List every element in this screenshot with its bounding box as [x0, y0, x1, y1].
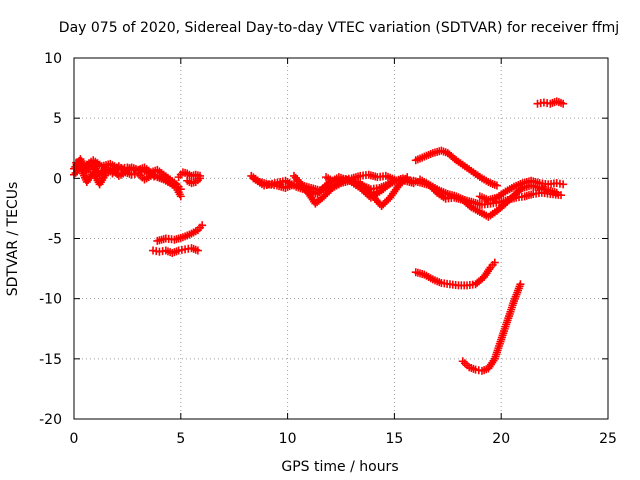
y-tick-label: -20: [39, 412, 62, 428]
data-point-marker: [315, 188, 324, 197]
x-tick-label: 25: [599, 431, 617, 447]
data-point-marker: [318, 184, 327, 193]
series-band-late-3: [475, 176, 568, 204]
data-point-marker: [490, 258, 499, 267]
data-point-marker: [552, 188, 561, 197]
x-tick-label: 0: [70, 431, 79, 447]
x-axis-label: GPS time / hours: [281, 459, 398, 475]
data-point-marker: [166, 177, 175, 186]
data-point-marker: [313, 189, 322, 198]
series-band-mid-4: [322, 170, 399, 186]
data-point-marker: [320, 182, 329, 191]
x-tick-label: 15: [385, 431, 403, 447]
series-arc-upper: [411, 146, 501, 190]
series-curve-minus9: [411, 258, 499, 290]
data-point-marker: [198, 221, 207, 230]
series-curve-minus16: [458, 280, 525, 375]
data-point-marker: [183, 176, 192, 185]
x-tick-label: 20: [492, 431, 510, 447]
y-tick-label: 10: [44, 51, 62, 67]
data-point-marker: [401, 174, 410, 183]
series-band-early-3: [72, 156, 175, 186]
axis-ticks: 0 5 10 15 20 25 -20 -15 -10 -5 0 5 10: [39, 51, 617, 447]
data-point-marker: [557, 191, 566, 200]
series-band-late-2: [416, 175, 561, 221]
y-tick-label: 5: [53, 111, 62, 127]
data-point-marker: [317, 186, 326, 195]
y-tick-label: -10: [39, 292, 62, 308]
y-tick-label: -15: [39, 352, 62, 368]
series-segment-minus5: [153, 221, 207, 245]
y-tick-label: -5: [48, 232, 62, 248]
x-tick-label: 5: [176, 431, 185, 447]
data-point-marker: [559, 180, 568, 189]
x-tick-label: 10: [279, 431, 297, 447]
chart-title: Day 075 of 2020, Sidereal Day-to-day VTE…: [59, 20, 619, 36]
data-markers: [70, 97, 568, 375]
y-axis-label: SDTVAR / TECUs: [5, 182, 21, 297]
data-point-marker: [176, 192, 185, 201]
series-segment-5-6h: [174, 168, 205, 188]
data-point-marker: [193, 246, 202, 255]
data-point-marker: [516, 280, 525, 289]
data-point-marker: [390, 175, 399, 184]
data-point-marker: [403, 173, 412, 182]
data-point-marker: [559, 99, 568, 108]
y-tick-label: 0: [53, 171, 62, 187]
series-segment-upper-right: [533, 97, 568, 108]
data-point-marker: [492, 181, 501, 190]
series-segment-minus6: [149, 244, 202, 257]
